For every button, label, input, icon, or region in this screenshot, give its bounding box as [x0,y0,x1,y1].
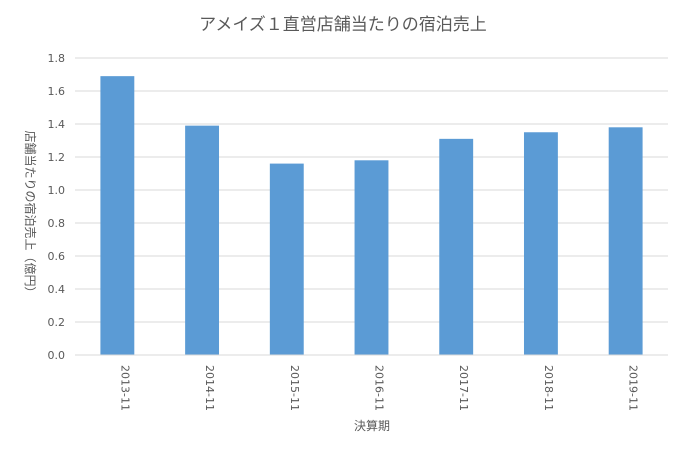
bar [439,138,474,355]
y-tick-label: 1.8 [48,52,66,65]
y-tick-label: 1.2 [48,151,66,164]
y-tick-label: 0.0 [48,349,66,362]
bar [100,76,135,356]
bar [523,132,558,355]
bar [608,127,643,355]
chart-title: アメイズ１直営店舗当たりの宿泊売上 [199,15,487,35]
x-tick-label: 2014-11 [203,365,216,411]
y-tick-label: 0.8 [48,217,66,230]
bar [185,125,220,356]
y-tick-label: 0.6 [48,250,66,263]
x-tick-label: 2013-11 [118,365,131,411]
y-axis-label: 店舗当たりの宿泊売上（億円） [23,130,38,298]
x-tick-label: 2016-11 [373,365,386,411]
bar [354,160,389,355]
x-axis-ticks: 2013-11 2014-11 2015-11 2016-11 2017-11 2018-… [118,365,639,411]
bars [100,76,643,356]
y-tick-label: 1.0 [48,184,66,197]
y-tick-label: 0.4 [48,283,66,296]
bar [269,163,304,355]
x-tick-label: 2017-11 [457,365,470,411]
y-tick-label: 1.4 [48,118,66,131]
x-axis-label: 決算期 [354,418,390,433]
y-tick-label: 0.2 [48,316,66,329]
x-tick-label: 2015-11 [288,365,301,411]
x-tick-label: 2018-11 [542,365,555,411]
x-tick-label: 2019-11 [627,365,640,411]
y-axis-ticks: 0.0 0.2 0.4 0.6 0.8 1.0 1.2 1.4 1.6 1.8 [48,52,66,362]
y-tick-label: 1.6 [48,85,66,98]
